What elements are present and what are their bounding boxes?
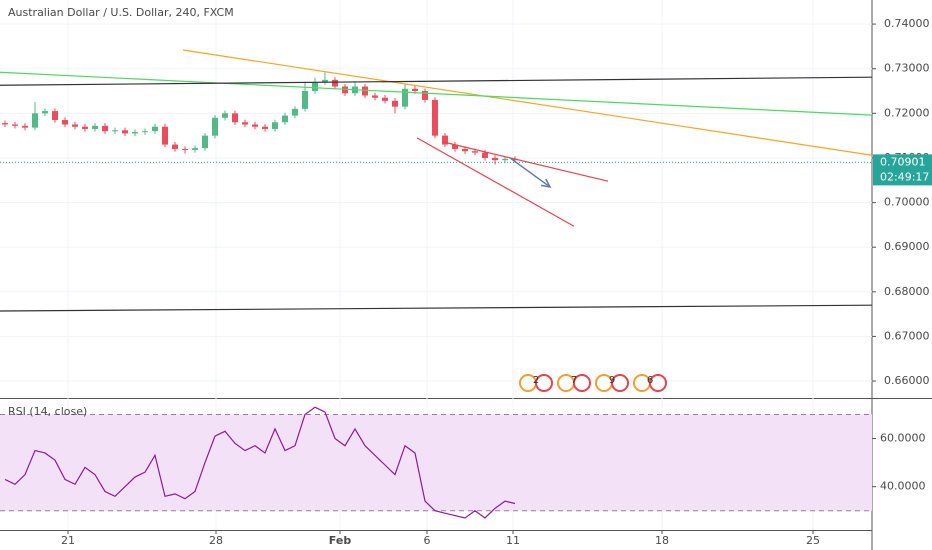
candle-body	[292, 108, 298, 116]
candle-body	[482, 152, 488, 158]
y-tick-label: 0.74000	[884, 17, 930, 30]
y-tick-label: 60.0000	[880, 432, 926, 445]
x-tick-label: Feb	[329, 534, 352, 547]
candle-body	[262, 126, 268, 129]
event-label: 7	[571, 375, 577, 386]
trendline	[442, 141, 609, 182]
event-label: 6	[647, 375, 653, 386]
y-tick-label: 40.0000	[880, 480, 926, 493]
candle-body	[122, 130, 128, 134]
candle-body	[52, 111, 58, 121]
trendline	[0, 76, 873, 86]
event-flag	[649, 374, 667, 392]
candle-body	[1, 123, 8, 125]
candle-body	[322, 79, 328, 83]
candle-body	[492, 157, 498, 161]
y-tick-label: 0.69000	[884, 240, 930, 253]
candle-body	[252, 124, 258, 127]
trendline	[0, 304, 873, 312]
candle-body	[462, 149, 468, 152]
y-tick-label: 0.66000	[884, 374, 930, 387]
candle-body	[142, 131, 148, 133]
candle-body	[112, 130, 118, 132]
event-flag	[573, 374, 591, 392]
candle-body	[82, 126, 88, 129]
candle-body	[172, 144, 178, 150]
y-tick-label: 0.72000	[884, 106, 930, 119]
event-flag	[535, 374, 553, 392]
candle-body	[102, 125, 108, 132]
candle-body	[132, 132, 138, 134]
candle-body	[472, 151, 478, 153]
candle-body	[242, 122, 248, 125]
candle-body	[412, 88, 418, 92]
candle-body	[22, 125, 28, 128]
candle-body	[452, 144, 458, 150]
candle-body	[32, 113, 38, 128]
candle-body	[72, 124, 78, 127]
countdown-label: 02:49:17	[880, 170, 929, 183]
candle-body	[182, 149, 188, 151]
chart-title: Australian Dollar / U.S. Dollar, 240, FX…	[8, 6, 234, 19]
candle-body	[392, 100, 398, 107]
rsi-band	[0, 414, 872, 511]
trendline	[0, 71, 873, 116]
x-tick-label: 21	[61, 534, 75, 547]
candle-body	[42, 111, 48, 114]
y-tick-label: 0.73000	[884, 62, 930, 75]
candle-body	[382, 97, 388, 101]
candle-body	[282, 115, 288, 123]
candle-body	[402, 88, 408, 107]
candle-body	[302, 91, 308, 109]
y-tick-label: 0.70000	[884, 196, 930, 209]
y-tick-label: 0.67000	[884, 329, 930, 342]
event-flag	[611, 374, 629, 392]
candle-body	[312, 82, 318, 92]
candle-body	[342, 86, 348, 94]
x-tick-label: 18	[655, 534, 669, 547]
candle-body	[422, 91, 428, 100]
trendline	[182, 49, 873, 156]
candle-body	[192, 148, 198, 150]
x-tick-label: 25	[806, 534, 820, 547]
candle-body	[62, 120, 68, 125]
candle-body	[162, 126, 168, 145]
candle-body	[362, 86, 368, 96]
x-tick-label: 11	[506, 534, 520, 547]
candle-body	[212, 117, 218, 136]
y-tick-label: 0.68000	[884, 285, 930, 298]
candle-body	[502, 158, 508, 161]
last-price-label: 0.70901	[880, 155, 926, 168]
rsi-title: RSI (14, close)	[8, 405, 87, 418]
candle-body	[152, 126, 158, 132]
last-price-box	[873, 154, 932, 186]
rsi-line	[4, 406, 516, 519]
event-label: 2	[533, 375, 539, 386]
candle-body	[232, 113, 238, 123]
candle-body	[442, 135, 448, 145]
candle-body	[222, 113, 228, 118]
event-label: 9	[609, 375, 615, 386]
candle-body	[332, 79, 338, 87]
candle-body	[12, 124, 18, 126]
candle-body	[372, 95, 378, 98]
candle-body	[92, 125, 98, 129]
trendline	[416, 137, 575, 227]
arrow-head	[541, 178, 552, 188]
candle-body	[202, 135, 208, 149]
x-tick-label: 6	[424, 534, 431, 547]
candle-body	[272, 122, 278, 129]
x-tick-label: 28	[209, 534, 223, 547]
candle-body	[432, 99, 438, 136]
